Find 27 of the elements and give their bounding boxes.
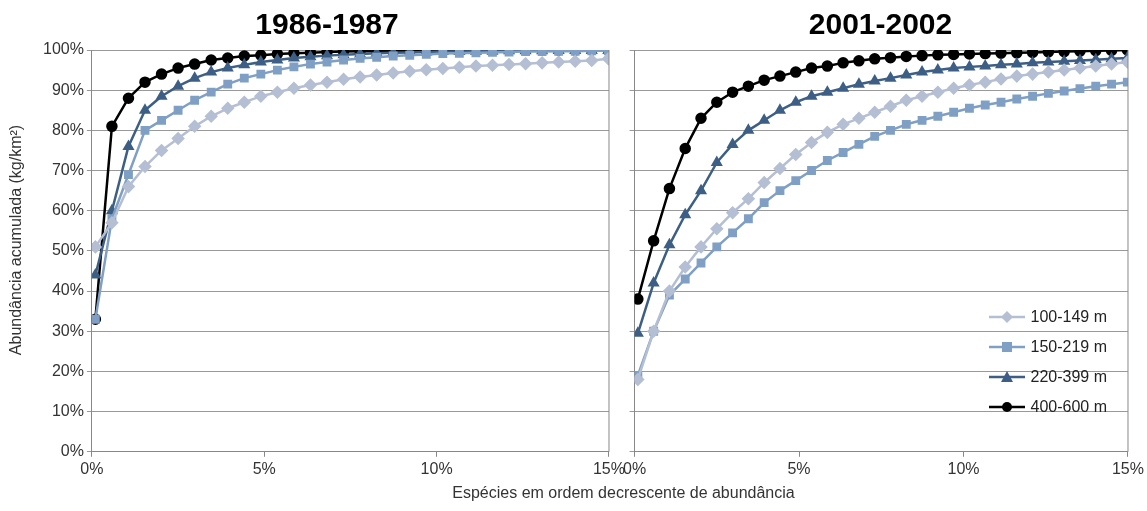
y-tick-label: 60% <box>51 201 84 219</box>
x-tick-label: 0% <box>623 459 647 477</box>
x-tick-label: 5% <box>787 459 811 477</box>
x-tick-label: 10% <box>420 459 453 477</box>
y-tick-label: 20% <box>51 361 84 379</box>
legend-label: 400-600 m <box>1030 398 1107 416</box>
y-tick-label: 100% <box>43 40 84 58</box>
legend-label: 100-149 m <box>1030 308 1107 326</box>
x-tick-label: 15% <box>592 459 625 477</box>
y-tick-label: 80% <box>51 120 84 138</box>
legend-label: 220-399 m <box>1030 368 1107 386</box>
y-tick-label: 10% <box>51 402 84 420</box>
y-tick-label: 0% <box>60 442 84 460</box>
legend-label: 150-219 m <box>1030 338 1107 356</box>
chart-title: 2001-2002 <box>808 7 953 41</box>
x-axis-title: Espécies em ordem decrescente de abundância <box>451 484 796 502</box>
x-tick-label: 15% <box>1111 459 1144 477</box>
x-tick-label: 0% <box>80 459 104 477</box>
y-axis-title: Abundância acumulada (kg/km²) <box>7 124 25 356</box>
y-tick-label: 70% <box>51 160 84 178</box>
y-tick-label: 50% <box>51 241 84 259</box>
chart-title: 1986-1987 <box>255 7 399 41</box>
x-tick-label: 10% <box>947 459 980 477</box>
y-tick-label: 40% <box>51 281 84 299</box>
y-tick-label: 90% <box>51 80 84 98</box>
x-tick-label: 5% <box>252 459 276 477</box>
y-tick-label: 30% <box>51 321 84 339</box>
